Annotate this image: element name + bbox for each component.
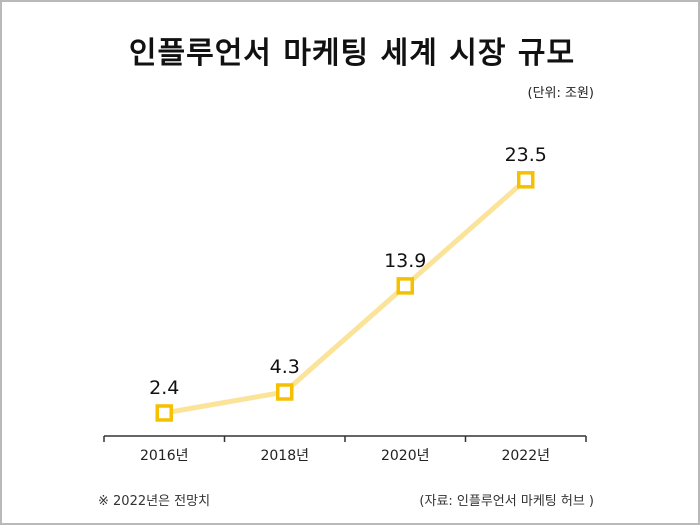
unit-label: (단위: 조원) xyxy=(527,86,595,101)
x-tick-label: 2018년 xyxy=(260,448,309,464)
x-tick-label: 2020년 xyxy=(381,448,430,464)
footnote: ※ 2022년은 전망치 xyxy=(98,494,211,509)
x-tick-label: 2022년 xyxy=(501,448,550,464)
data-point-marker xyxy=(155,404,173,422)
data-point-marker xyxy=(276,383,294,401)
chart-title: 인플루언서 마케팅 세계 시장 규모 xyxy=(128,36,576,71)
data-label: 4.3 xyxy=(270,356,300,378)
data-point-marker xyxy=(396,277,414,295)
data-label: 13.9 xyxy=(384,250,426,272)
data-label: 2.4 xyxy=(149,377,179,399)
data-label: 23.5 xyxy=(505,144,547,166)
x-tick-label: 2016년 xyxy=(140,448,189,464)
data-point-marker xyxy=(517,171,535,189)
series-line xyxy=(161,177,529,416)
source-note: (자료: 인플루언서 마케팅 허브 ) xyxy=(419,494,594,509)
